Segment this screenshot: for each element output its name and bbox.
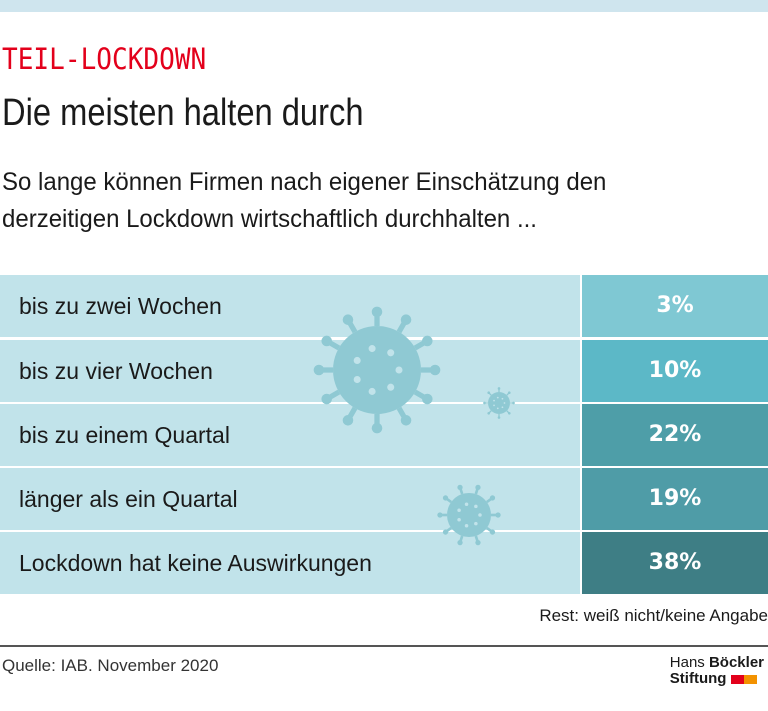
source: Quelle: IAB. November 2020: [2, 656, 219, 675]
top-bar: [0, 0, 768, 12]
row-value: 3%: [582, 275, 768, 337]
row-label: bis zu einem Quartal: [0, 404, 580, 466]
row-label: bis zu vier Wochen: [0, 340, 580, 402]
logo: Hans Böckler Stiftung: [669, 654, 764, 687]
table-row: bis zu zwei Wochen 3%: [0, 275, 768, 337]
row-label: bis zu zwei Wochen: [0, 275, 580, 337]
table-row: bis zu vier Wochen 10%: [0, 340, 768, 402]
table-row: Lockdown hat keine Auswirkungen 38%: [0, 532, 768, 594]
page-title: Die meisten halten durch: [2, 92, 364, 134]
row-value: 19%: [582, 468, 768, 530]
table-row: länger als ein Quartal 19%: [0, 468, 768, 530]
row-label: Lockdown hat keine Auswirkungen: [0, 532, 580, 594]
subtitle-line-1: So lange können Firmen nach eigener Eins…: [2, 168, 607, 196]
table-row: bis zu einem Quartal 22%: [0, 404, 768, 466]
row-value: 10%: [582, 340, 768, 402]
divider: [0, 645, 768, 647]
subtitle-line-2: derzeitigen Lockdown wirtschaftlich durc…: [2, 205, 537, 233]
kicker: TEIL-LOCKDOWN: [2, 42, 207, 76]
row-value: 22%: [582, 404, 768, 466]
subtitle: So lange können Firmen nach eigener Eins…: [2, 164, 768, 238]
footnote: Rest: weiß nicht/keine Angabe: [539, 606, 768, 625]
row-value: 38%: [582, 532, 768, 594]
row-label: länger als ein Quartal: [0, 468, 580, 530]
